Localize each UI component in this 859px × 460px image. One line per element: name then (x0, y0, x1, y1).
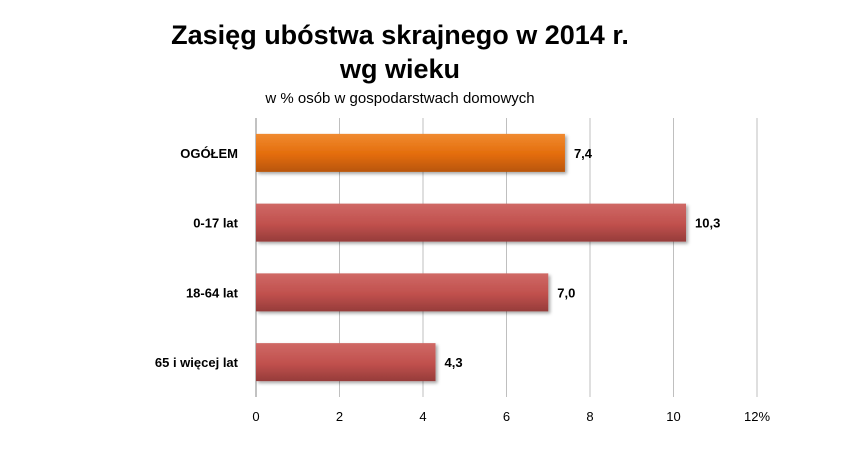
chart-subtitle: w % osób w gospodarstwach domowych (265, 90, 535, 107)
bar (256, 343, 436, 382)
data-label: 7,4 (574, 146, 593, 161)
bar (256, 133, 565, 172)
chart-title: Zasięg ubóstwa skrajnego w 2014 r. wg wi… (150, 18, 650, 86)
data-label: 10,3 (695, 216, 720, 231)
data-label: 4,3 (445, 355, 463, 370)
category-label: 65 i więcej lat (155, 355, 239, 370)
bar (256, 203, 687, 242)
chart-title-line1: Zasięg ubóstwa skrajnego w 2014 r. (171, 20, 629, 50)
data-label: 7,0 (557, 285, 575, 300)
bar (256, 273, 549, 312)
x-tick-label: 12% (744, 409, 770, 424)
category-label: 18-64 lat (186, 285, 239, 300)
x-tick-label: 4 (419, 409, 426, 424)
x-tick-label: 6 (503, 409, 510, 424)
x-tick-label: 10 (666, 409, 680, 424)
category-label: OGÓŁEM (180, 146, 238, 161)
category-label: 0-17 lat (193, 216, 238, 231)
x-tick-label: 0 (252, 409, 259, 424)
x-tick-label: 2 (336, 409, 343, 424)
x-tick-label: 8 (586, 409, 593, 424)
chart-title-line2: wg wieku (339, 54, 461, 84)
